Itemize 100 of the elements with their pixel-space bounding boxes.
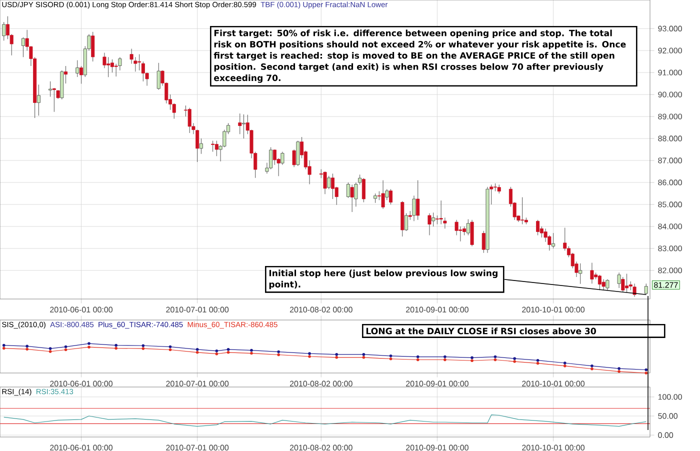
candlestick [36,84,40,116]
candlestick [2,22,6,41]
point [64,348,68,352]
candlestick [106,56,110,78]
annotation: Initial stop here (just below previous low swing point). [269,270,498,290]
point [618,370,620,373]
candlestick [374,193,378,204]
x-tick-label: 2010-10-01 00:00 [522,444,585,450]
candlestick [536,220,540,236]
candlestick [404,213,408,232]
point [563,364,566,368]
point [335,356,338,359]
candlestick [269,147,273,170]
y-tick-label: 89.000 [658,114,682,120]
x-tick-label: 2010-09-01 00:00 [406,380,468,386]
point [142,347,145,350]
candlestick [389,188,393,205]
y-tick-label: 0.00 [658,432,674,438]
candlestick [110,59,114,73]
point [513,360,516,363]
point [2,346,6,350]
candlestick [156,62,160,90]
point [513,357,516,360]
candlestick [21,37,25,58]
y-tick-label: 84.000 [658,224,682,230]
point [416,355,420,358]
candlestick [48,81,52,97]
x-tick-label: 2010-10-01 00:00 [522,306,585,312]
candlestick [598,274,602,290]
point [88,342,90,345]
point [444,358,446,362]
y-tick-label: 93.000 [658,26,682,32]
candlestick [520,196,524,224]
candlestick [362,178,366,203]
x-tick-label: 2010-07-01 00:00 [166,444,229,450]
point [618,367,620,370]
point [226,350,230,354]
candlestick [323,171,327,194]
candlestick [211,140,215,152]
point [88,346,90,348]
point [563,362,566,364]
point [389,357,392,360]
candlestick [242,114,246,139]
y-tick-label: 90.000 [658,92,682,98]
y-tick-label: 85.000 [658,202,682,208]
point [308,352,311,355]
point [590,364,594,368]
point [196,350,199,354]
point [277,353,280,356]
x-tick-label: 2010-10-01 00:00 [522,380,585,386]
point [26,344,28,348]
candlestick [272,149,276,166]
point [644,368,648,372]
point [308,355,311,358]
annotation: First target: 50% of risk i.e. difference between opening price and stop. The total risk on BOTH positions should not exceed 2% or whatever your risk appetite is. Once first target is reached: stop is moved to BE on the AVERAGE PRICE of the still open position. Second target (and exit) is when RSI crosses below 70 after previously exceeding 70. [214,30,626,83]
point [215,352,218,356]
x-tick-label: 2010-06-01 00:00 [50,444,113,450]
x-tick-label: 2010-07-01 00:00 [166,380,229,386]
text: 81.277 [654,282,678,288]
candlestick [466,218,470,236]
point [168,348,172,352]
candlestick [606,278,610,290]
point [250,348,253,352]
point [335,353,338,356]
y-tick-label: 88.000 [658,136,682,142]
x-tick-label: 2010-06-01 00:00 [50,306,113,312]
candlestick [141,61,145,82]
point [362,353,366,356]
candlestick [188,107,192,134]
y-tick-label: 87.000 [658,158,682,164]
candlestick [632,283,636,298]
point [362,356,366,359]
point [26,348,28,351]
candlestick [296,140,300,166]
candlestick [327,176,331,190]
x-tick-label: 2010-08-02 00:00 [290,380,352,386]
y-tick-label: 50.00 [658,413,678,419]
y-tick-label: 100.00 [658,394,682,400]
x-tick-label: 2010-09-01 00:00 [406,444,468,450]
point [416,358,420,362]
point [48,350,52,353]
x-tick-label: 2010-08-02 00:00 [290,306,352,312]
candlestick [412,195,416,222]
candlestick [552,232,556,249]
candlestick [432,212,436,227]
x-tick-label: 2010-06-01 00:00 [50,380,113,386]
candlestick [578,263,582,284]
y-tick-label: 91.000 [658,70,682,76]
point [64,345,68,348]
point [196,348,199,351]
point [277,350,280,354]
point [494,358,497,362]
point [389,354,392,358]
candlestick [590,262,594,284]
point [215,350,218,352]
candlestick [439,200,443,224]
point [168,345,172,348]
point [114,344,118,347]
point [470,356,474,360]
candlestick [52,88,56,112]
